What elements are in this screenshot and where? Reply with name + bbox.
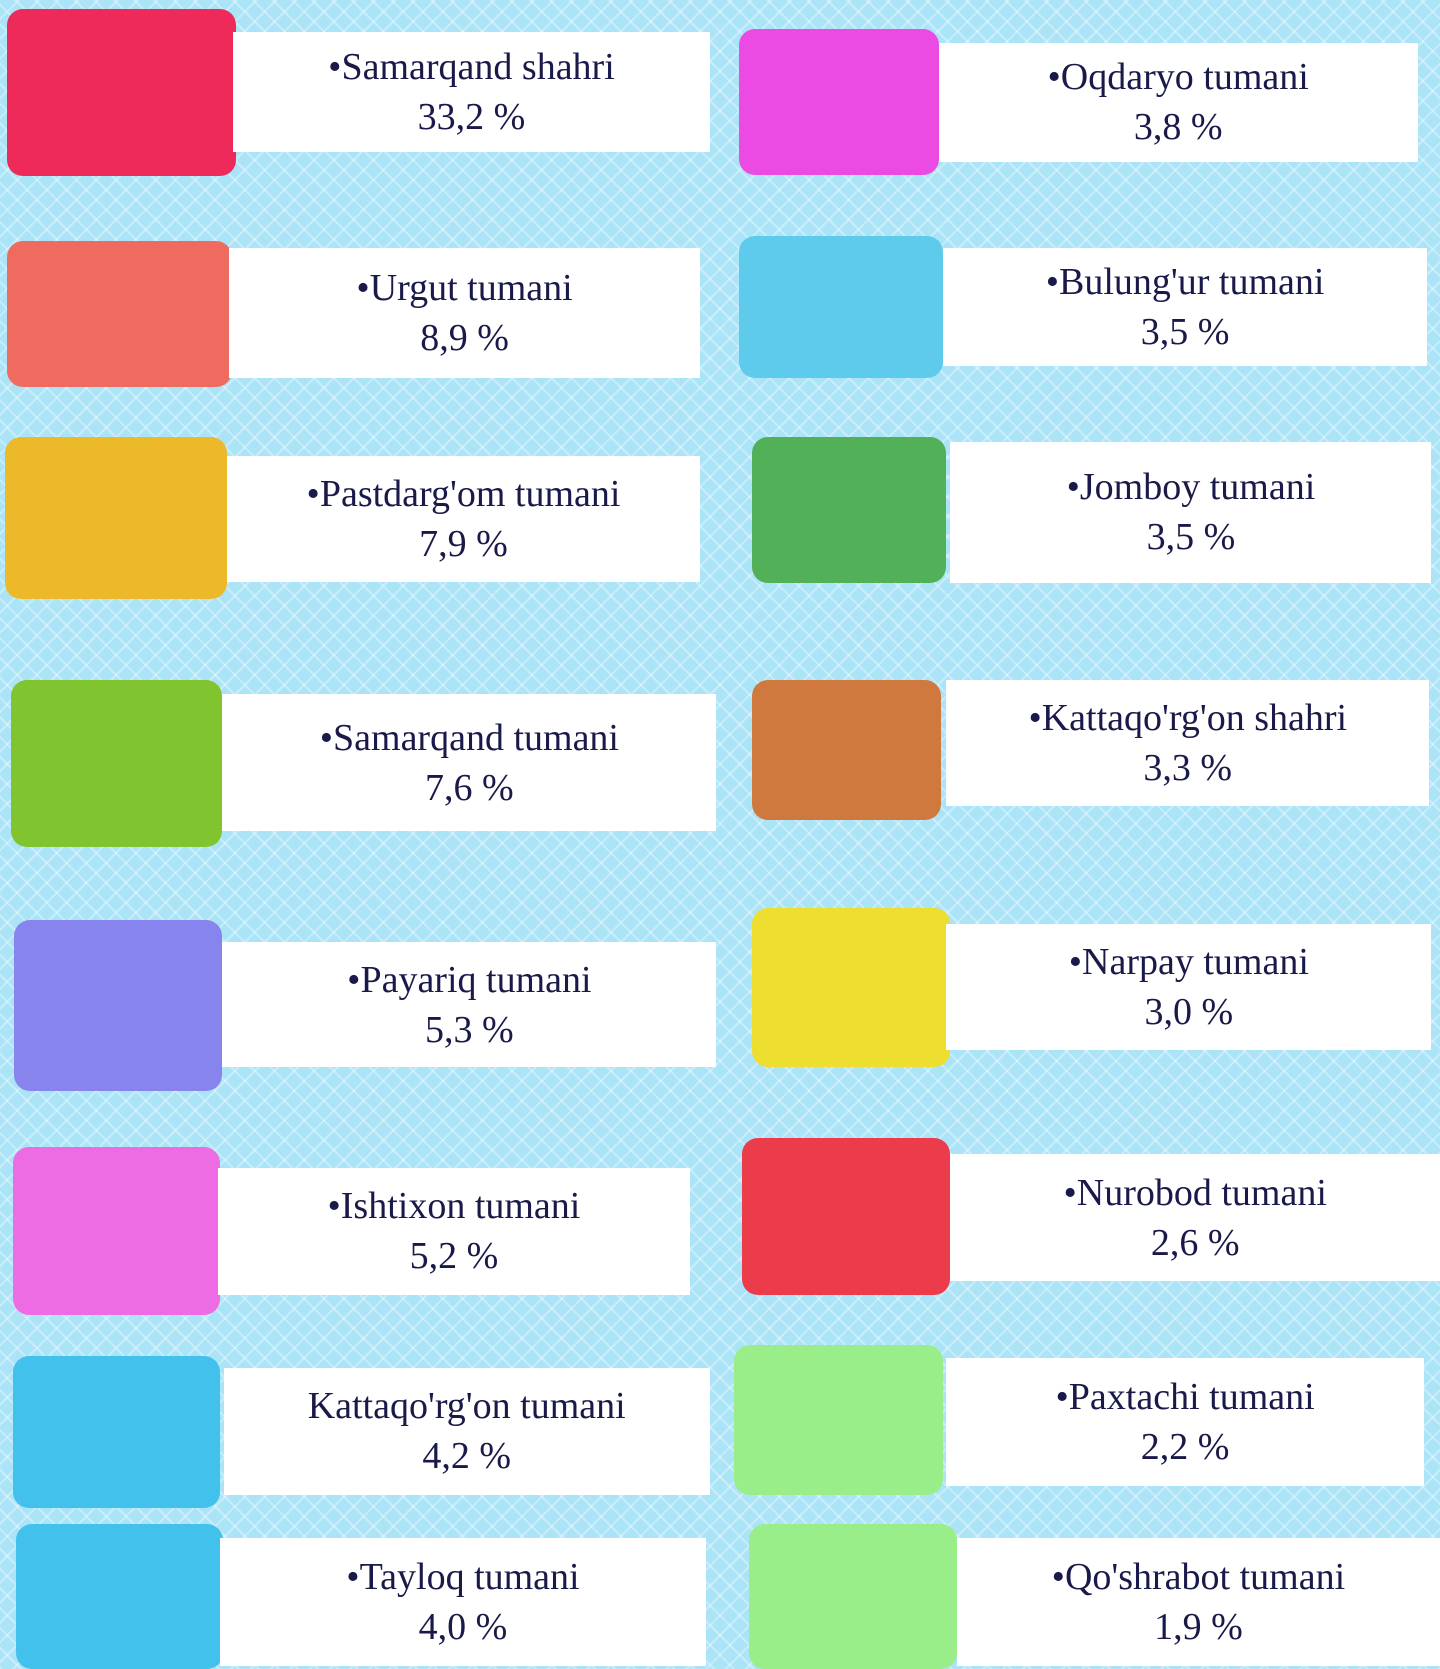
color-swatch [752,437,947,584]
color-swatch [13,919,223,1091]
item-value: 7,6 % [425,766,514,809]
item-value: 7,9 % [419,522,508,565]
color-swatch [734,1345,943,1496]
item-label: •Samarqand shahri [328,46,615,89]
color-swatch [15,1524,224,1669]
color-swatch [752,680,941,820]
color-swatch [741,1137,951,1296]
color-swatch [12,1147,221,1316]
label-box: Kattaqo'rg'on tumani 4,2 % [223,1367,710,1496]
item-label: •Ishtixon tumani [327,1185,581,1228]
color-swatch [10,680,223,848]
item-label: •Pastdarg'om tumani [306,472,621,515]
item-label: •Payariq tumani [347,958,592,1001]
color-swatch [7,240,232,388]
label-box: •Narpay tumani 3,0 % [946,923,1432,1051]
item-value: 3,5 % [1146,516,1236,559]
label-box: •Samarqand shahri 33,2 % [233,31,710,153]
item-value: 3,3 % [1143,746,1233,789]
item-label: •Narpay tumani [1068,941,1309,984]
color-swatch [7,8,237,176]
item-label: •Qo'shrabot tumani [1051,1555,1346,1598]
item-value: 2,2 % [1140,1425,1230,1468]
label-box: •Kattaqo'rg'on shahri 3,3 % [946,680,1430,806]
item-value: 3,5 % [1140,311,1230,354]
item-label: •Oqdaryo tumani [1047,56,1309,99]
label-box: •Jomboy tumani 3,5 % [950,441,1432,584]
item-value: 2,6 % [1150,1221,1240,1264]
item-value: 4,2 % [422,1435,512,1478]
item-value: 1,9 % [1154,1605,1243,1648]
color-swatch [5,437,227,600]
label-box: •Pastdarg'om tumani 7,9 % [226,455,701,583]
item-label: •Paxtachi tumani [1055,1375,1315,1418]
item-value: 3,8 % [1133,106,1223,149]
color-swatch [12,1355,221,1509]
label-box: •Nurobod tumani 2,6 % [950,1153,1440,1282]
item-label: Kattaqo'rg'on tumani [307,1385,626,1428]
label-box: •Oqdaryo tumani 3,8 % [938,42,1418,162]
item-label: •Kattaqo'rg'on shahri [1028,696,1348,739]
label-box: •Samarqand tumani 7,6 % [222,693,717,832]
label-box: •Payariq tumani 5,3 % [222,941,717,1068]
label-box: •Bulung'ur tumani 3,5 % [942,247,1428,367]
item-label: •Bulung'ur tumani [1045,261,1325,304]
item-label: •Tayloq tumani [346,1555,580,1598]
item-label: •Nurobod tumani [1063,1171,1327,1214]
item-value: 33,2 % [417,96,526,139]
item-label: •Urgut tumani [356,266,573,309]
item-label: •Jomboy tumani [1066,466,1316,509]
item-label: •Samarqand tumani [319,716,619,759]
item-value: 5,2 % [409,1235,499,1278]
label-box: •Paxtachi tumani 2,2 % [946,1358,1425,1486]
label-box: •Ishtixon tumani 5,2 % [218,1167,690,1296]
color-swatch [738,28,939,175]
label-box: •Tayloq tumani 4,0 % [220,1537,706,1666]
label-box: •Urgut tumani 8,9 % [228,247,701,378]
color-swatch [749,1524,957,1669]
color-swatch [738,236,943,378]
color-swatch [752,907,951,1068]
item-value: 4,0 % [418,1605,508,1648]
item-value: 8,9 % [420,316,509,359]
item-value: 5,3 % [425,1008,514,1051]
label-box: •Qo'shrabot tumani 1,9 % [956,1537,1440,1666]
item-value: 3,0 % [1144,991,1234,1034]
